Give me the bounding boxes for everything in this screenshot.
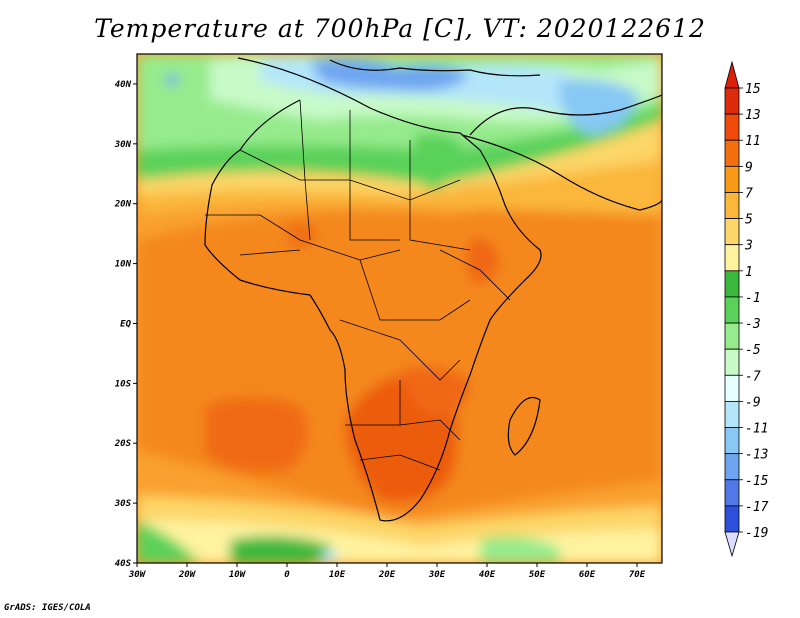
colorbar-band	[724, 218, 740, 246]
colorbar-band	[724, 113, 740, 141]
colorbar-label: 1	[745, 265, 753, 280]
lat-tick-label: 40S	[115, 559, 132, 569]
colorbar-band	[724, 87, 740, 115]
lat-tick-label: 40N	[115, 80, 132, 90]
colorbar-label: 9	[745, 160, 753, 175]
grads-credit: GrADS: IGES/COLA	[4, 603, 91, 613]
lon-tick-label: 0	[284, 570, 290, 580]
colorbar-band	[724, 322, 740, 350]
lat-tick-label: 30N	[114, 140, 132, 150]
map-frame	[136, 53, 663, 564]
colorbar-band	[724, 401, 740, 428]
colorbar: 15 13 11 9 7 5 3 1 -1 -3 -5 -7 -9 -11 -13 -15 -17 -19	[724, 60, 769, 558]
colorbar-label: 13	[745, 108, 761, 123]
lon-tick-label: 20E	[378, 570, 396, 580]
colorbar-label: 7	[745, 186, 753, 201]
lat-tick-label: 10N	[115, 260, 132, 270]
temperature-field	[137, 54, 662, 563]
lat-tick-label: EQ	[120, 319, 131, 329]
colorbar-label: -15	[745, 474, 769, 489]
colorbar-band	[724, 453, 740, 481]
lon-tick-label: 50E	[529, 570, 546, 580]
colorbar-label: -3	[745, 317, 761, 332]
colorbar-band	[724, 296, 740, 324]
coastlines	[204, 57, 662, 522]
colorbar-label: 15	[745, 82, 761, 97]
colorbar-label: -13	[745, 448, 768, 463]
lon-tick-label: 10E	[329, 570, 346, 580]
lon-tick-label: 60E	[579, 570, 596, 580]
lon-tick-label: 20W	[178, 570, 197, 580]
colorbar-label: -9	[745, 395, 761, 410]
colorbar-band	[724, 348, 740, 376]
colorbar-band	[724, 479, 740, 507]
colorbar-band	[724, 505, 740, 533]
lat-tick-label: 10S	[115, 379, 132, 389]
colorbar-band	[724, 165, 740, 193]
latitude-axis: 40N 30N 20N 10N EQ 10S 20S 30S 40S	[114, 80, 137, 569]
lon-tick-label: 70E	[629, 570, 646, 580]
lat-tick-label: 30S	[114, 499, 132, 509]
lon-tick-label: 30E	[428, 570, 446, 580]
lat-tick-label: 20S	[114, 439, 132, 449]
colorbar-band	[724, 192, 740, 219]
colorbar-label: 11	[745, 134, 761, 149]
colorbar-label: -11	[745, 422, 768, 437]
colorbar-label: -7	[745, 369, 761, 384]
lon-tick-label: 30W	[128, 570, 147, 580]
longitude-axis: 30W 20W 10W 0 10E 20E 30E 40E 50E 60E 70E	[128, 563, 646, 580]
colorbar-overflow-triangle	[724, 60, 740, 89]
map-title: Temperature at 700hPa [C], VT: 202012261…	[94, 14, 706, 43]
lon-tick-label: 40E	[479, 570, 496, 580]
colorbar-band	[724, 427, 740, 455]
colorbar-band	[724, 139, 740, 167]
lon-tick-label: 10W	[229, 570, 247, 580]
colorbar-label: -17	[745, 500, 769, 515]
lat-tick-label: 20N	[114, 200, 132, 210]
colorbar-label: -5	[745, 343, 761, 358]
colorbar-band	[724, 374, 740, 402]
colorbar-label: -1	[745, 291, 761, 306]
country-borders	[205, 99, 511, 471]
colorbar-underflow-triangle	[724, 531, 740, 558]
colorbar-label: -19	[745, 526, 768, 541]
colorbar-band	[724, 244, 740, 272]
colorbar-label: 3	[744, 239, 753, 254]
colorbar-label: 5	[745, 213, 753, 228]
colorbar-band	[724, 270, 740, 298]
